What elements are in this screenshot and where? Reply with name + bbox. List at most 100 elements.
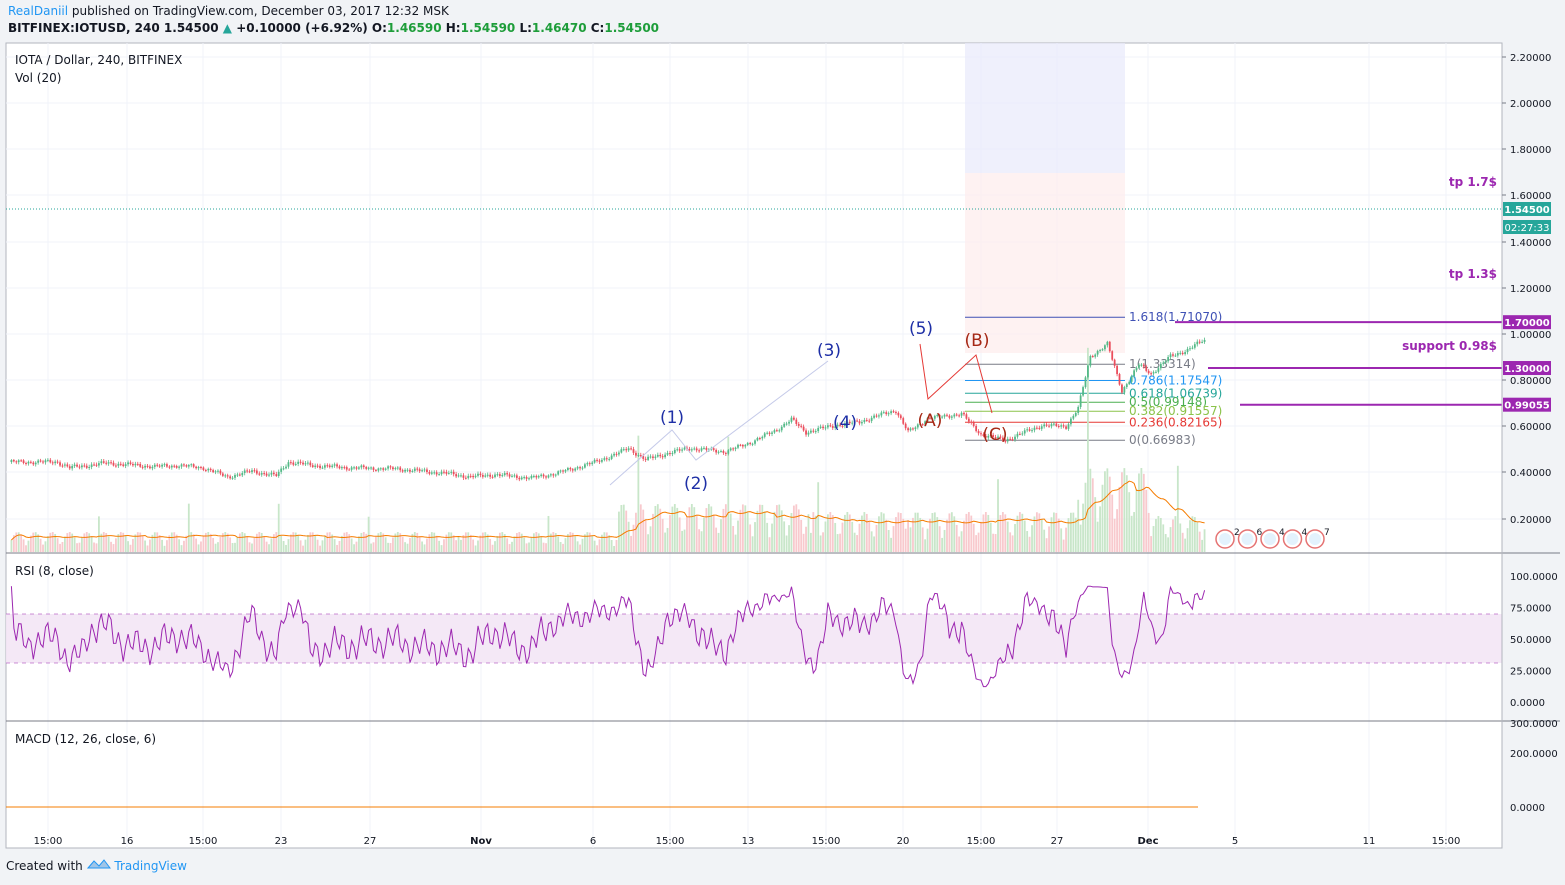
volume-bar: [873, 536, 875, 552]
volume-bar: [822, 532, 824, 552]
candle: [921, 424, 924, 426]
candle: [593, 459, 596, 463]
volume-bar: [984, 512, 987, 552]
candle: [149, 466, 151, 469]
candle: [746, 442, 749, 445]
candle: [963, 412, 965, 415]
volume-bar: [1118, 486, 1121, 552]
candle: [389, 466, 392, 468]
volume-bar: [477, 540, 479, 552]
candle: [1082, 387, 1084, 396]
volume-bar: [856, 535, 858, 552]
candle: [76, 464, 78, 467]
candle: [824, 427, 827, 429]
volume-bar: [20, 534, 23, 552]
main-pane-title: IOTA / Dollar, 240, BITFINEX: [15, 53, 182, 67]
candle: [394, 468, 397, 470]
candle: [997, 436, 999, 438]
candle: [574, 468, 577, 471]
volume-bar: [107, 536, 110, 552]
volume-bar: [805, 526, 807, 552]
target-badge: [1503, 315, 1551, 330]
candle: [447, 472, 450, 474]
volume-bar: [1104, 471, 1106, 552]
volume-bar: [255, 533, 258, 552]
candle: [987, 435, 990, 438]
chart-area[interactable]: 1.618(1.71070)1(1.33314)0.786(1.17547)0.…: [0, 40, 1565, 855]
volume-bar: [1123, 468, 1126, 552]
volume-bar: [1101, 484, 1104, 552]
candle: [1198, 341, 1201, 343]
rsi-pane-title: RSI (8, close): [15, 564, 94, 578]
candle: [559, 470, 562, 472]
candle: [156, 464, 159, 466]
volume-bar: [664, 532, 666, 552]
candle: [229, 476, 232, 479]
volume-bar: [853, 532, 856, 552]
time-tick-label: 15:00: [967, 836, 996, 847]
volume-bar: [749, 524, 752, 552]
price-axis[interactable]: 2.20000 2.00000 1.80000 1.60000 1.40000 1.200…: [1502, 53, 1551, 526]
volume-bar: [353, 544, 355, 552]
rsi-axis[interactable]: 100.0000 75.0000 50.0000 25.0000 0.0000: [1510, 572, 1558, 709]
time-tick-label: 5: [1232, 836, 1238, 847]
candle: [1060, 425, 1063, 427]
volume-bar: [960, 531, 963, 552]
candle: [912, 428, 914, 430]
volume-bar: [63, 536, 66, 552]
candle: [724, 452, 727, 454]
author-link[interactable]: RealDaniil: [8, 4, 69, 18]
volume-bar: [324, 535, 326, 552]
candle: [15, 461, 18, 463]
candle: [943, 414, 946, 417]
candle: [1074, 412, 1077, 416]
volume-bar: [336, 544, 338, 552]
volume-bar: [520, 533, 523, 552]
time-axis[interactable]: 15:00 16 15:00 23 27 Nov 6 15:00 13 15:00 20 15:00 2…: [34, 836, 1461, 847]
candle: [105, 462, 108, 464]
volume-bar: [671, 506, 674, 552]
volume-bar: [511, 541, 513, 552]
footer-brand[interactable]: TradingView: [114, 859, 187, 873]
candle: [790, 417, 793, 422]
candle: [1108, 341, 1111, 352]
time-tick-label: 13: [742, 836, 755, 847]
volume-bar: [316, 539, 319, 552]
volume-bar: [754, 522, 756, 552]
volume-bar: [144, 540, 146, 552]
candle: [1201, 341, 1204, 343]
candle: [326, 465, 329, 467]
volume-bar: [1189, 520, 1191, 552]
volume-bar: [452, 535, 455, 552]
volume-bar: [773, 511, 776, 552]
candle: [579, 467, 581, 469]
candle: [567, 467, 569, 471]
volume-bar: [192, 534, 195, 552]
candle: [489, 474, 492, 477]
candle: [321, 467, 324, 469]
volume-bar: [1108, 476, 1111, 552]
volume-bar: [1082, 503, 1084, 552]
candle: [428, 471, 431, 474]
candle: [49, 459, 52, 463]
macd-axis[interactable]: 300.0000 200.0000 0.0000: [1510, 719, 1558, 814]
candle: [435, 472, 438, 475]
volume-bar: [989, 522, 992, 552]
volume-bar: [613, 545, 615, 552]
volume-bar: [819, 535, 822, 552]
volume-bar: [829, 512, 832, 552]
candle: [302, 462, 304, 465]
candle: [761, 436, 764, 439]
volume-bar: [666, 527, 669, 552]
time-tick-label: Dec: [1137, 836, 1158, 847]
volume-bar: [287, 539, 290, 552]
volume-bar: [1087, 347, 1089, 552]
volume-bar: [268, 544, 270, 552]
volume-bar: [919, 517, 922, 552]
volume-bar: [892, 526, 895, 552]
volume-bar: [916, 512, 919, 552]
volume-bar: [207, 532, 210, 552]
volume-bar: [365, 533, 368, 552]
candle: [212, 470, 215, 473]
volume-bar: [243, 533, 246, 552]
